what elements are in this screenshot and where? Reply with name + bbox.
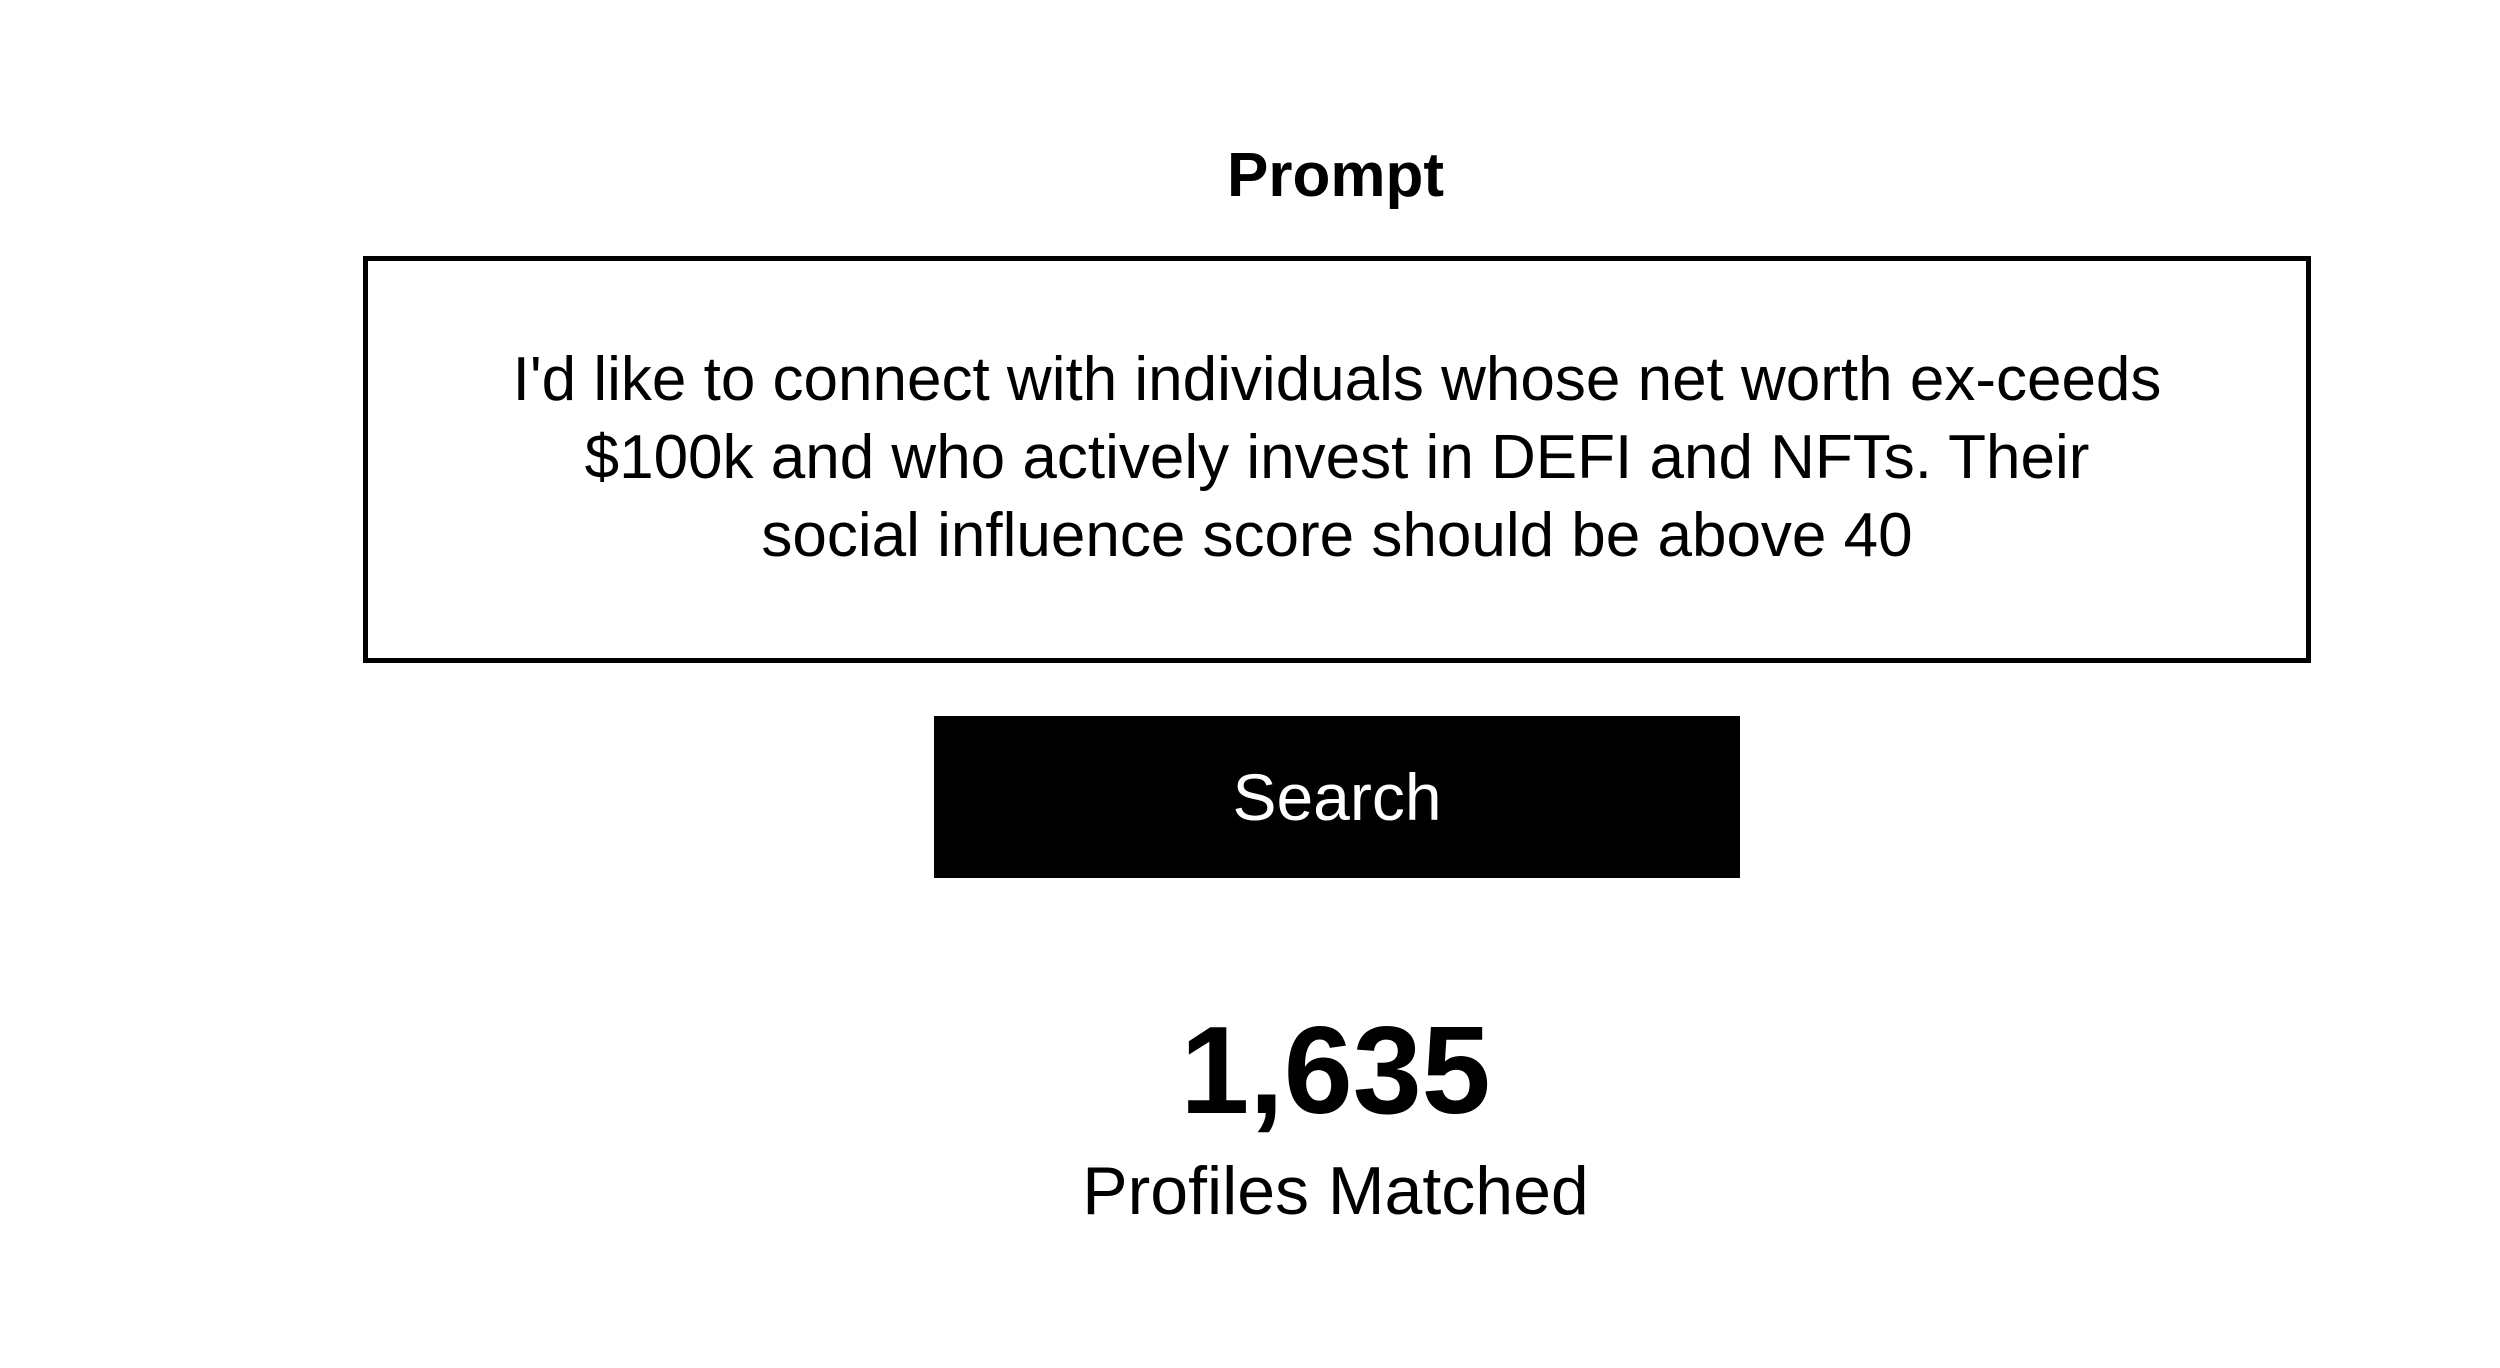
profiles-matched-count: 1,635 (1180, 1002, 1491, 1140)
search-button[interactable]: Search (934, 716, 1740, 878)
prompt-heading: Prompt (1227, 141, 1444, 210)
profiles-matched-label: Profiles Matched (1082, 1153, 1589, 1229)
prompt-text[interactable]: I'd like to connect with individuals who… (512, 345, 2162, 570)
prompt-input-box[interactable]: I'd like to connect with individuals who… (363, 256, 2311, 663)
